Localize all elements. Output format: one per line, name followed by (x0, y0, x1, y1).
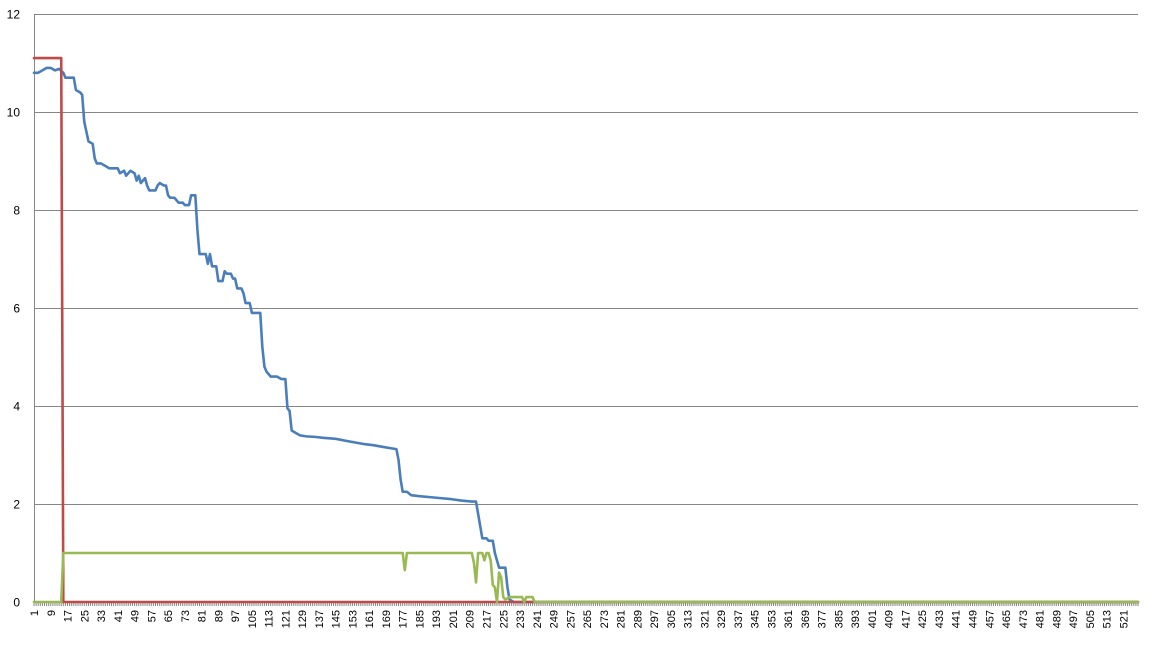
x-tick-label: 449 (968, 610, 980, 628)
y-tick-label: 8 (13, 204, 20, 218)
x-tick-label: 65 (163, 610, 175, 622)
x-tick-label: 153 (347, 610, 359, 628)
x-tick-label: 305 (666, 610, 678, 628)
x-tick-label: 201 (448, 610, 460, 628)
x-tick-label: 465 (1001, 610, 1013, 628)
x-tick-label: 113 (264, 610, 276, 628)
y-tick-label: 10 (7, 106, 21, 120)
x-tick-label: 81 (197, 610, 209, 622)
x-tick-label: 89 (213, 610, 225, 622)
x-tick-label: 321 (699, 610, 711, 628)
x-tick-label: 505 (1085, 610, 1097, 628)
x-tick-label: 369 (800, 610, 812, 628)
x-tick-label: 169 (381, 610, 393, 628)
x-tick-label: 377 (817, 610, 829, 628)
x-tick-label: 193 (431, 610, 443, 628)
x-tick-label: 105 (247, 610, 259, 628)
x-tick-labels: 1 9 17 25 33 41 49 57 65 73 81 89 97 105 113 121 129 137 1… (29, 610, 1130, 628)
x-tick-label: 473 (1018, 610, 1030, 628)
x-tick-label: 249 (549, 610, 561, 628)
x-tick-label: 57 (146, 610, 158, 622)
x-tick-label: 417 (900, 610, 912, 628)
y-tick-label: 12 (7, 8, 21, 22)
x-tick-label: 281 (616, 610, 628, 628)
series-lines (32, 56, 1140, 604)
x-tick-label: 457 (984, 610, 996, 628)
y-tick-label: 0 (13, 596, 20, 610)
x-tick-label: 185 (414, 610, 426, 628)
x-tick-label: 497 (1068, 610, 1080, 628)
x-tick-label: 289 (632, 610, 644, 628)
x-tick-label: 265 (582, 610, 594, 628)
x-tick-label: 161 (364, 610, 376, 628)
x-tick-label: 177 (398, 610, 410, 628)
x-tick-label: 33 (96, 610, 108, 622)
x-tick-label: 209 (465, 610, 477, 628)
x-tick-label: 337 (733, 610, 745, 628)
x-tick-label: 41 (113, 610, 125, 622)
x-tick-label: 425 (917, 610, 929, 628)
x-tick-label: 393 (850, 610, 862, 628)
x-tick-label: 217 (481, 610, 493, 628)
series-line-2 (32, 56, 1140, 604)
x-tick-label: 481 (1035, 610, 1047, 628)
x-tick-label: 121 (280, 610, 292, 628)
x-tick-label: 129 (297, 610, 309, 628)
series-line-1 (32, 66, 1140, 604)
x-tick-label: 145 (331, 610, 343, 628)
x-tick-label: 9 (46, 610, 58, 616)
x-tick-label: 345 (750, 610, 762, 628)
x-tick-label: 17 (63, 610, 75, 622)
x-tick-label: 225 (498, 610, 510, 628)
x-tick-label: 313 (683, 610, 695, 628)
y-tick-label: 2 (13, 498, 20, 512)
x-tick-label: 489 (1051, 610, 1063, 628)
x-tick-label: 385 (833, 610, 845, 628)
x-tick-label: 257 (565, 610, 577, 628)
x-tick-label: 49 (130, 610, 142, 622)
x-tick-label: 401 (867, 610, 879, 628)
x-tick-label: 521 (1118, 610, 1130, 628)
x-tick-label: 409 (884, 610, 896, 628)
x-tick-label: 137 (314, 610, 326, 628)
x-tick-label: 441 (951, 610, 963, 628)
x-tick-label: 297 (649, 610, 661, 628)
x-tick-label: 433 (934, 610, 946, 628)
x-tick-label: 273 (599, 610, 611, 628)
x-tick-label: 25 (79, 610, 91, 622)
axes (33, 14, 1139, 606)
series-line-3 (32, 551, 1140, 604)
y-tick-label: 6 (13, 302, 20, 316)
x-tick-label: 233 (515, 610, 527, 628)
x-tick-label: 329 (716, 610, 728, 628)
x-tick-label: 513 (1102, 610, 1114, 628)
x-tick-label: 353 (766, 610, 778, 628)
x-tick-label: 73 (180, 610, 192, 622)
y-tick-labels: 0 2 4 6 8 10 12 (7, 8, 21, 610)
x-tick-label: 241 (532, 610, 544, 628)
x-tick-label: 97 (230, 610, 242, 622)
gridlines (34, 14, 1138, 505)
y-tick-label: 4 (13, 400, 20, 414)
x-tick-label: 1 (29, 610, 41, 616)
x-tick-label: 361 (783, 610, 795, 628)
